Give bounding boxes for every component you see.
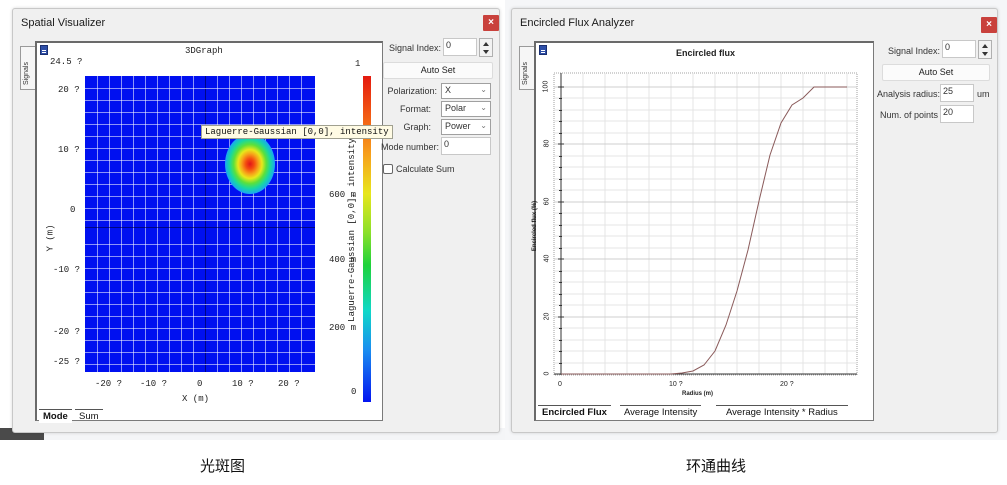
- x-tick: 10 ?: [232, 379, 254, 389]
- chevron-down-icon: ⌄: [480, 85, 487, 94]
- analysis-radius-input[interactable]: 25: [940, 84, 974, 102]
- signal-index-input[interactable]: 0: [942, 40, 976, 58]
- document-icon[interactable]: [40, 45, 48, 55]
- colorbar-axis-label: Laguerre-Gaussian [0,0], intensity: [347, 138, 357, 322]
- tab-sum[interactable]: Sum: [75, 409, 103, 423]
- y-tick: -20 ?: [53, 327, 81, 337]
- window-title: Spatial Visualizer: [21, 17, 106, 29]
- y-tick: 0: [70, 205, 76, 215]
- polarization-select[interactable]: X ⌄: [441, 83, 491, 99]
- x-tick: 0: [197, 379, 203, 389]
- x-tick: 0: [558, 381, 562, 388]
- y-axis-label: Encircled flux (%): [532, 200, 539, 252]
- mode-number-label: Mode number:: [381, 142, 440, 152]
- tab-encircled-flux[interactable]: Encircled Flux: [538, 405, 611, 419]
- graph-select[interactable]: Power ⌄: [441, 119, 491, 135]
- calculate-sum-checkbox[interactable]: [383, 164, 393, 174]
- colorbar-tick: 0: [351, 387, 357, 397]
- top-left-value: 24.5 ?: [50, 57, 83, 67]
- graph-value: Power: [445, 121, 471, 131]
- colorbar-tick: 400 m: [329, 255, 357, 265]
- y-tick: 60: [543, 197, 551, 206]
- x-tick: -10 ?: [140, 379, 168, 389]
- signals-tab-label: Signals: [522, 62, 529, 85]
- format-label: Format:: [399, 104, 431, 114]
- format-value: Polar: [445, 103, 467, 113]
- mode-number-input[interactable]: 0: [441, 137, 491, 155]
- auto-set-button[interactable]: Auto Set: [383, 62, 493, 79]
- caption-left: 光斑图: [200, 457, 246, 475]
- x-tick: -20 ?: [95, 379, 123, 389]
- encircled-flux-chart[interactable]: [536, 43, 872, 419]
- y-tick: 10 ?: [58, 145, 80, 155]
- graph-label: Graph:: [403, 122, 431, 132]
- polarization-label: Polarization:: [387, 86, 437, 96]
- spatial-visualizer-window: Spatial Visualizer × Signals 3DGraph 24.…: [12, 8, 500, 433]
- y-tick: 0: [543, 371, 551, 376]
- num-points-label: Num. of points: [880, 110, 939, 120]
- graph-title: 3DGraph: [185, 46, 223, 56]
- hover-tooltip: Laguerre-Gaussian [0,0], intensity: [201, 125, 393, 139]
- encircled-flux-graph-panel: Encircled flux: [532, 41, 874, 421]
- y-tick: 20: [543, 312, 551, 321]
- signals-tab[interactable]: Signals: [519, 46, 534, 90]
- polarization-value: X: [445, 85, 452, 95]
- signal-index-label: Signal Index:: [887, 46, 940, 56]
- calculate-sum-label: Calculate Sum: [396, 164, 455, 174]
- signals-tab-label: Signals: [23, 62, 30, 85]
- encircled-flux-analyzer-window: Encircled Flux Analyzer × Signals Encirc…: [511, 8, 998, 433]
- close-button[interactable]: ×: [483, 15, 499, 31]
- tab-mode[interactable]: Mode: [39, 409, 72, 423]
- signal-index-spinner[interactable]: [479, 38, 493, 57]
- x-axis-label: X (m): [182, 394, 210, 404]
- x-tick: 20 ?: [278, 379, 300, 389]
- signal-index-label: Signal Index:: [388, 43, 441, 53]
- tab-average-intensity-radius[interactable]: Average Intensity * Radius: [716, 405, 848, 419]
- window-title: Encircled Flux Analyzer: [520, 17, 635, 29]
- y-tick: 40: [543, 254, 551, 263]
- document-icon[interactable]: [539, 45, 547, 55]
- y-tick: 100: [542, 80, 550, 93]
- colorbar-tick: 600 m: [329, 190, 357, 200]
- close-button[interactable]: ×: [981, 17, 997, 33]
- y-tick: -25 ?: [53, 357, 81, 367]
- tab-average-intensity[interactable]: Average Intensity: [620, 405, 702, 419]
- y-tick: 80: [543, 139, 551, 148]
- signal-index-spinner[interactable]: [978, 40, 992, 59]
- signal-index-input[interactable]: 0: [443, 38, 477, 56]
- format-select[interactable]: Polar ⌄: [441, 101, 491, 117]
- intensity-heatmap[interactable]: [85, 76, 315, 372]
- analysis-radius-unit: um: [977, 89, 990, 99]
- y-axis-label: Y (m): [45, 224, 56, 252]
- view-tabs: Encircled Flux Average Intensity Average…: [536, 405, 872, 419]
- caption-right: 环通曲线: [686, 457, 747, 475]
- graph-title: Encircled flux: [676, 48, 736, 58]
- beam-spot: [225, 134, 275, 194]
- signals-tab[interactable]: Signals: [20, 46, 35, 90]
- x-tick: 20 ?: [780, 381, 794, 388]
- x-axis-label: Radius (m): [682, 391, 714, 397]
- y-tick: 20 ?: [58, 85, 80, 95]
- colorbar: [363, 76, 371, 402]
- chevron-down-icon: ⌄: [480, 103, 487, 112]
- y-tick: -10 ?: [53, 265, 81, 275]
- x-tick: 10 ?: [669, 381, 683, 388]
- view-tabs: Mode Sum: [37, 409, 383, 423]
- colorbar-tick: 1: [355, 59, 361, 69]
- spatial-graph-panel: 3DGraph 24.5 ? 20 ? 10 ? 0 -10 ? -20 ? -…: [35, 41, 393, 423]
- auto-set-button[interactable]: Auto Set: [882, 64, 990, 81]
- chevron-down-icon: ⌄: [480, 121, 487, 130]
- analysis-radius-label: Analysis radius:: [877, 89, 941, 99]
- num-points-input[interactable]: 20: [940, 105, 974, 123]
- colorbar-tick: 200 m: [329, 323, 357, 333]
